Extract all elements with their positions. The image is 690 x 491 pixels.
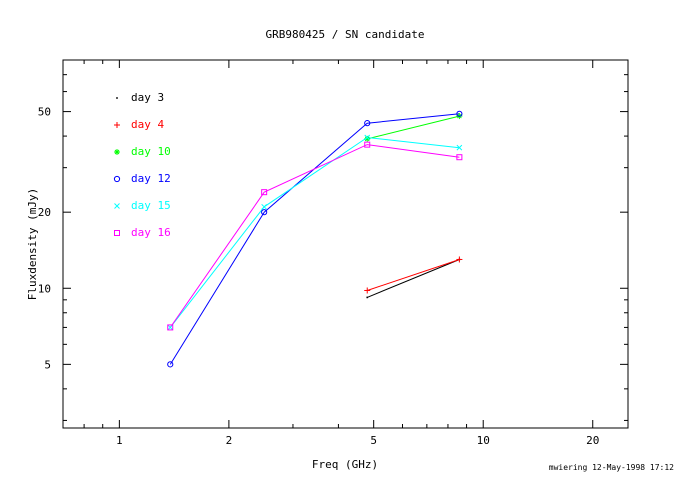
series-markers (167, 110, 463, 368)
x-axis-label: Freq (GHz) (312, 458, 378, 471)
footer-stamp: mwiering 12-May-1998 17:12 (549, 463, 674, 472)
data-point-day-16 (261, 189, 268, 196)
marker-star-d2 (364, 136, 370, 142)
legend-label: day 16 (131, 226, 171, 239)
marker-cross-d2 (364, 134, 371, 141)
data-point-day-12 (364, 120, 371, 127)
marker-square (364, 141, 371, 148)
plot-frame (62, 59, 629, 429)
legend-label: day 4 (131, 118, 164, 131)
data-point-day-16 (167, 324, 174, 331)
series-line-day-4 (367, 259, 460, 291)
legend-marker (114, 203, 120, 209)
data-point-day-15 (261, 203, 268, 210)
x-tick-label: 1 (116, 434, 123, 447)
legend-label: day 3 (131, 91, 164, 104)
data-point-day-15 (167, 324, 174, 331)
data-point-day-12 (167, 361, 174, 368)
x-tick-label: 2 (226, 434, 233, 447)
marker-square (114, 230, 120, 236)
series-line-day-16 (169, 144, 460, 328)
legend-marker (113, 175, 121, 183)
legend-label: day 12 (131, 172, 171, 185)
data-point-day-3 (366, 296, 369, 299)
legend: day 3 day 4 day 10 day 12 day 15 day 16 (113, 91, 171, 239)
chart-title: GRB980425 / SN candidate (266, 28, 425, 41)
data-point-day-15 (364, 134, 371, 141)
y-axis-label: Fluxdensity (mJy) (26, 188, 39, 301)
series-line-day-15 (169, 136, 460, 328)
marker-cross-d2 (167, 324, 174, 331)
legend-label: day 15 (131, 199, 171, 212)
series-line-day-10 (367, 115, 460, 140)
series-lines (169, 113, 460, 365)
data-point-day-12 (456, 110, 463, 117)
x-tick-label: 10 (477, 434, 490, 447)
legend-marker (114, 230, 120, 236)
data-point-day-15 (456, 144, 463, 151)
y-tick-label: 20 (38, 206, 51, 219)
legend-label: day 10 (131, 145, 171, 158)
y-tick-label: 50 (38, 106, 51, 119)
legend-marker (116, 97, 118, 99)
marker-circle (364, 120, 371, 127)
marker-star-d2 (114, 149, 120, 155)
marker-cross-d2 (114, 203, 120, 209)
data-point-day-12 (261, 209, 268, 216)
marker-circle (113, 175, 121, 183)
data-point-day-4 (364, 287, 371, 294)
marker-square (456, 154, 463, 161)
y-tick-label: 5 (44, 358, 51, 371)
data-point-day-4 (456, 256, 463, 263)
x-tick-label: 5 (370, 434, 377, 447)
marker-cross-d2 (261, 203, 268, 210)
marker-circle (167, 361, 174, 368)
series-line-day-12 (169, 113, 460, 365)
legend-marker (114, 122, 120, 128)
axis-ticks: 1 2 5 10 20 5 10 20 50 (38, 59, 628, 447)
marker-cross-d2 (456, 144, 463, 151)
data-point-day-16 (364, 141, 371, 148)
marker-dot (116, 97, 118, 99)
series-line-day-3 (367, 259, 460, 298)
legend-marker (114, 149, 120, 155)
marker-dot (366, 296, 369, 299)
x-tick-label: 20 (586, 434, 599, 447)
marker-circle (261, 209, 268, 216)
y-tick-label: 10 (38, 282, 51, 295)
data-point-day-16 (456, 154, 463, 161)
marker-circle (456, 110, 463, 117)
marker-square (167, 324, 174, 331)
marker-square (261, 189, 268, 196)
